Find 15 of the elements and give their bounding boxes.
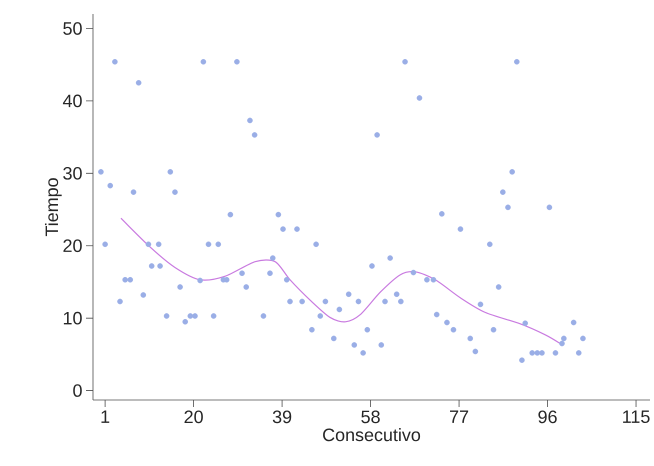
y-tick-label: 30 xyxy=(63,166,82,180)
x-tick-label: 58 xyxy=(361,410,380,424)
x-tick-label: 1 xyxy=(101,410,110,423)
x-tick-label: 96 xyxy=(538,410,557,424)
x-tick-label: 115 xyxy=(623,410,650,424)
x-tick-label: 77 xyxy=(450,410,468,423)
y-tick-label: 50 xyxy=(63,22,82,35)
y-tick-label: 0 xyxy=(73,384,82,397)
y-tick-label: 40 xyxy=(62,94,82,108)
x-tick-label: 20 xyxy=(184,410,203,424)
x-axis-title: Consecutivo xyxy=(323,428,420,442)
y-axis-title: Tiempo xyxy=(44,178,62,236)
y-tick-label: 10 xyxy=(64,312,82,325)
x-tick-label: 39 xyxy=(272,410,292,424)
y-tick-label: 20 xyxy=(63,239,82,252)
